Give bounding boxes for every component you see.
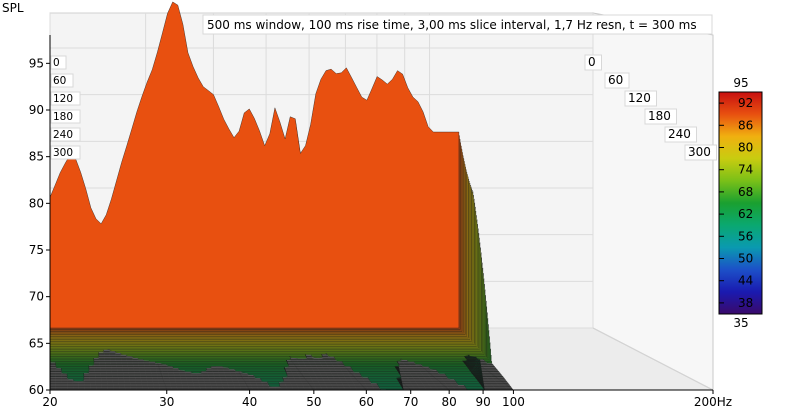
y-tick-label: 70	[29, 290, 44, 304]
colorbar-tick-label: 80	[738, 141, 753, 155]
x-tick-label: 80	[442, 395, 457, 409]
time-tick-right: 120	[624, 90, 657, 107]
colorbar-bar	[718, 91, 763, 315]
time-tick-right: 180	[644, 108, 677, 125]
waterfall-surface	[49, 1, 514, 391]
axes: 20 30 40 50 60 70 80 90 100 200Hz 60 65 70 75 80 85 90 95…	[29, 35, 732, 409]
time-tick-left: 60	[50, 73, 74, 88]
time-tick-left: 300	[50, 145, 81, 160]
colorbar-max-label: 95	[733, 76, 748, 90]
colorbar-min-label: 35	[733, 316, 748, 330]
colorbar-tick-label: 92	[738, 96, 753, 110]
time-tick-right: 0	[584, 54, 602, 71]
time-tick-left: 180	[50, 109, 81, 124]
colorbar-tick-label: 44	[738, 274, 753, 288]
time-tick-right: 240	[664, 126, 697, 143]
y-tick-label: 65	[29, 336, 44, 350]
side-wall	[592, 12, 714, 391]
x-tick-label: 30	[159, 395, 174, 409]
y-tick-label: 95	[29, 56, 44, 70]
chart-title: 500 ms window, 100 ms rise time, 3,00 ms…	[207, 18, 697, 32]
time-tick-label-left: 60	[53, 75, 66, 87]
x-tick-label: 40	[242, 395, 257, 409]
x-tick-label: 50	[306, 395, 321, 409]
time-tick-left: 0	[50, 55, 67, 70]
colorbar-tick-label: 56	[738, 229, 753, 243]
colorbar-tick-label: 62	[738, 207, 753, 221]
chart-title-box: 500 ms window, 100 ms rise time, 3,00 ms…	[202, 14, 713, 35]
colorbar-tick-label: 50	[738, 252, 753, 266]
time-tick-label-right: 180	[648, 109, 671, 123]
waterfall-slice	[49, 1, 460, 329]
time-tick-right: 60	[604, 72, 630, 89]
grid-x-floor	[592, 327, 714, 391]
colorbar-tick-label: 68	[738, 185, 753, 199]
time-tick-label-right: 240	[668, 127, 691, 141]
y-tick-label: 60	[29, 383, 44, 397]
time-tick-right: 300	[684, 144, 717, 161]
colorbar-tick-label: 86	[738, 118, 753, 132]
time-tick-label-right: 300	[688, 145, 711, 159]
y-tick-label: 80	[29, 196, 44, 210]
colorbar-tick-label: 38	[738, 296, 753, 310]
x-tick-label: 200Hz	[694, 395, 732, 409]
time-tick-label-left: 300	[53, 147, 73, 159]
y-tick-label: 90	[29, 103, 44, 117]
y-tick-label: 85	[29, 150, 44, 164]
time-tick-label-right: 120	[628, 91, 651, 105]
time-tick-label-right: 60	[608, 73, 623, 87]
time-tick-label-left: 120	[53, 93, 73, 105]
colorbar-tick-label: 74	[738, 163, 753, 177]
time-tick-left: 120	[50, 91, 81, 106]
x-tick-label: 60	[359, 395, 374, 409]
y-tick-label: 75	[29, 243, 44, 257]
colorbar: 95 35 38 44 50 56 62 68 74 80 86 92	[718, 76, 763, 330]
time-tick-label-left: 240	[53, 129, 73, 141]
time-tick-label-left: 180	[53, 111, 73, 123]
x-tick-label: 90	[475, 395, 490, 409]
time-tick-label-left: 0	[53, 57, 60, 69]
x-tick-label: 70	[403, 395, 418, 409]
time-tick-label-right: 0	[588, 55, 596, 69]
colorbar-ticks: 38 44 50 56 62 68 74 80 86 92	[719, 96, 753, 310]
x-tick-label: 100	[502, 395, 525, 409]
y-axis-label: SPL	[2, 1, 24, 15]
time-tick-left: 240	[50, 127, 81, 142]
x-tick-label: 20	[42, 395, 57, 409]
